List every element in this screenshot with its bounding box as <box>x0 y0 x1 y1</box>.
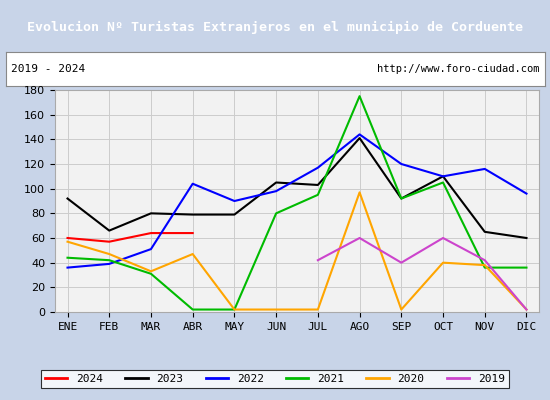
Legend: 2024, 2023, 2022, 2021, 2020, 2019: 2024, 2023, 2022, 2021, 2020, 2019 <box>41 370 509 388</box>
Text: http://www.foro-ciudad.com: http://www.foro-ciudad.com <box>377 64 539 74</box>
Text: 2019 - 2024: 2019 - 2024 <box>11 64 85 74</box>
Text: Evolucion Nº Turistas Extranjeros en el municipio de Corduente: Evolucion Nº Turistas Extranjeros en el … <box>27 20 523 34</box>
